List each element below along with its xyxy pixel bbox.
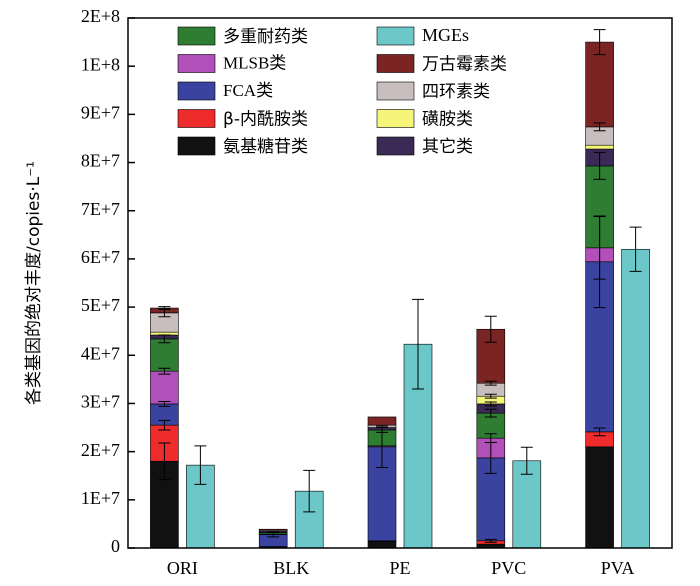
x-tick-label: PE bbox=[389, 558, 410, 578]
y-tick-label: 8E+7 bbox=[81, 151, 120, 171]
y-tick-label: 7E+7 bbox=[81, 199, 120, 219]
legend-swatch bbox=[177, 54, 216, 73]
error-bar bbox=[158, 306, 171, 310]
error-bar bbox=[158, 442, 171, 481]
error-bar bbox=[376, 427, 388, 433]
error-bar bbox=[267, 531, 280, 538]
error-bar bbox=[412, 298, 424, 390]
legend-swatch bbox=[177, 136, 216, 156]
y-tick-label: 6E+7 bbox=[81, 247, 120, 267]
legend-swatch bbox=[376, 54, 415, 73]
legend-label: 多重耐药类 bbox=[223, 27, 308, 47]
legend-swatch bbox=[376, 26, 415, 46]
y-tick-label: 9E+7 bbox=[81, 102, 120, 122]
legend-label: MGEs bbox=[422, 25, 469, 45]
y-axis-label: 各类基因的绝对丰度/copies·L⁻¹ bbox=[24, 161, 44, 405]
y-tick-label: 2E+8 bbox=[81, 6, 120, 26]
error-bar bbox=[158, 367, 171, 375]
bar-segment bbox=[150, 370, 179, 405]
legend-swatch bbox=[376, 136, 415, 156]
x-tick-label: ORI bbox=[167, 558, 198, 578]
error-bar bbox=[158, 334, 171, 344]
error-bar bbox=[593, 216, 606, 280]
legend-swatch bbox=[177, 26, 216, 46]
legend-swatch bbox=[177, 81, 216, 101]
error-bar bbox=[593, 122, 606, 132]
legend-swatch bbox=[177, 109, 216, 128]
bar-segment bbox=[621, 248, 650, 549]
legend-label: 氨基糖苷类 bbox=[223, 137, 308, 157]
x-tick-label: BLK bbox=[273, 558, 309, 578]
bar-segment bbox=[258, 528, 288, 531]
error-bar bbox=[593, 151, 606, 180]
y-tick-label: 0 bbox=[111, 536, 120, 556]
legend-label: FCA类 bbox=[223, 81, 273, 100]
error-bar bbox=[484, 380, 497, 386]
y-tick-label: 1E+8 bbox=[81, 54, 120, 74]
bar-segment bbox=[367, 540, 397, 549]
legend-label: 四环素类 bbox=[422, 82, 490, 102]
error-bar bbox=[484, 538, 497, 543]
bar-segment bbox=[585, 446, 614, 549]
error-bar bbox=[484, 315, 497, 343]
y-tick-label: 1E+7 bbox=[81, 488, 120, 508]
error-bar bbox=[593, 427, 606, 437]
legend-label: MLSB类 bbox=[223, 53, 286, 72]
legend-label: 其它类 bbox=[422, 137, 473, 157]
bar-segment bbox=[150, 338, 179, 372]
legend-swatch bbox=[376, 81, 415, 101]
y-tick-label: 5E+7 bbox=[81, 295, 120, 315]
y-tick-label: 2E+7 bbox=[81, 440, 120, 460]
error-bar bbox=[629, 226, 642, 272]
x-tick-label: PVC bbox=[491, 558, 526, 578]
error-bar bbox=[194, 445, 207, 485]
y-tick-label: 4E+7 bbox=[81, 343, 120, 363]
error-bar bbox=[484, 401, 497, 407]
error-bar bbox=[520, 446, 533, 475]
error-bar bbox=[484, 393, 497, 399]
error-bar bbox=[484, 433, 497, 443]
error-bar bbox=[484, 408, 497, 418]
y-tick-label: 3E+7 bbox=[81, 392, 120, 412]
legend-label: 磺胺类 bbox=[422, 110, 473, 130]
error-bar bbox=[303, 469, 316, 513]
legend-swatch bbox=[376, 109, 415, 128]
x-tick-label: PVA bbox=[601, 558, 635, 578]
legend-label: β-内酰胺类 bbox=[223, 110, 308, 130]
error-bar bbox=[593, 29, 606, 56]
plot-frame bbox=[127, 17, 673, 549]
error-bar bbox=[376, 425, 388, 469]
bar-segment bbox=[585, 144, 614, 150]
error-bar bbox=[158, 419, 171, 431]
error-bar bbox=[158, 401, 171, 407]
bar-segment bbox=[367, 416, 397, 426]
legend-label: 万古霉素类 bbox=[422, 55, 507, 75]
